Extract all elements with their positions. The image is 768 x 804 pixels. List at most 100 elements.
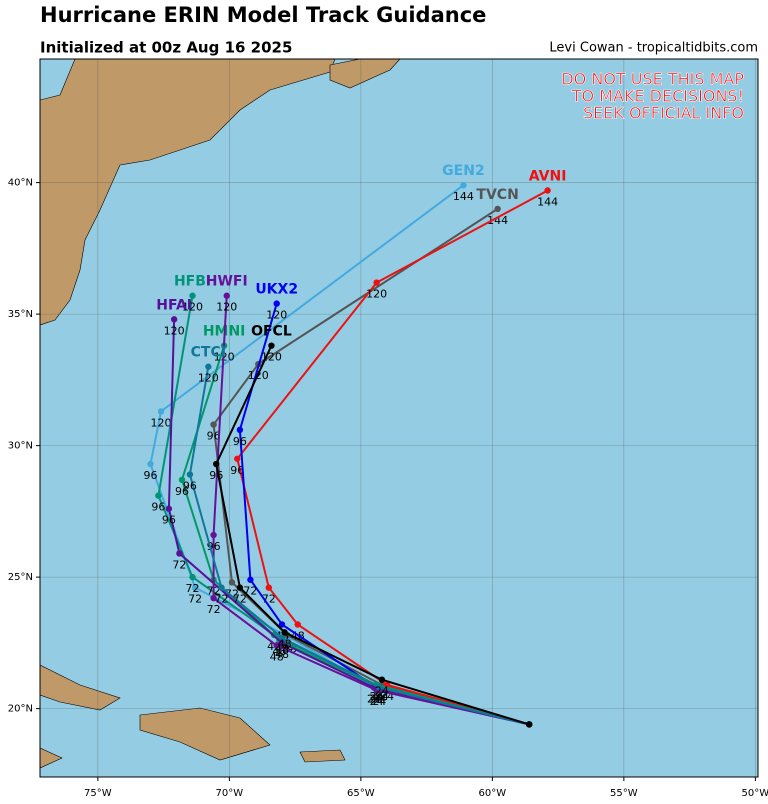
track-point <box>281 629 288 636</box>
chart-subtitle: Initialized at 00z Aug 16 2025 <box>40 39 292 57</box>
track-point <box>218 584 225 591</box>
track-point <box>210 594 217 602</box>
chart-title: Hurricane ERIN Model Track Guidance <box>40 3 486 27</box>
track-point <box>247 576 254 583</box>
model-label: OFCL <box>251 324 292 340</box>
y-tick-label: 20°N <box>8 704 33 715</box>
tracks: 24487296120144GEN224487296120144TVCN2448… <box>143 163 566 728</box>
track-point <box>378 676 386 683</box>
hour-label: 24 <box>370 695 384 708</box>
model-label: GEN2 <box>442 163 485 179</box>
y-tick-label: 40°N <box>8 178 33 189</box>
hour-label: 120 <box>198 372 219 385</box>
hour-label: 120 <box>164 324 185 337</box>
hour-label: 24 <box>372 693 386 706</box>
track-point <box>165 505 173 512</box>
warning-line: TO MAKE DECISIONS! <box>571 87 744 106</box>
track-point <box>268 342 275 349</box>
x-tick-label: 50°W <box>742 788 768 799</box>
hour-label: 96 <box>143 469 157 482</box>
track-point <box>278 621 286 628</box>
model-label: HFBI <box>174 274 211 290</box>
track-point <box>147 460 154 468</box>
hour-label: 24 <box>370 690 384 703</box>
track-point <box>170 316 178 323</box>
track-point <box>265 584 273 591</box>
track-point <box>178 476 186 484</box>
ocean <box>40 59 758 777</box>
hour-label: 96 <box>162 514 176 527</box>
y-tick-label: 25°N <box>8 572 33 583</box>
hour-label: 72 <box>214 593 228 606</box>
hour-label: 96 <box>175 485 189 498</box>
hour-label: 72 <box>172 558 186 571</box>
hour-label: 48 <box>275 643 289 656</box>
hour-label: 72 <box>233 593 247 606</box>
track-point <box>460 182 467 189</box>
y-tick-label: 30°N <box>8 441 33 452</box>
track-line <box>157 295 530 726</box>
track-point <box>210 421 217 428</box>
track-point <box>278 634 286 641</box>
land <box>40 59 401 769</box>
model-label: HWFI <box>206 274 248 290</box>
hour-label: 24 <box>372 695 386 708</box>
x-tick-label: 65°W <box>347 788 375 799</box>
hour-label: 48 <box>270 650 284 663</box>
hour-label: 144 <box>537 196 558 209</box>
track-point <box>213 460 220 468</box>
track-point <box>236 426 244 434</box>
track-line <box>167 319 530 726</box>
x-tick-label: 75°W <box>84 788 112 799</box>
track-point <box>273 300 280 307</box>
hour-label: 24 <box>367 693 381 706</box>
x-tick-label: 55°W <box>610 788 638 799</box>
model-label: CTCI <box>191 345 226 361</box>
model-label: HFAI <box>156 297 192 313</box>
hour-label: 72 <box>188 593 202 606</box>
warning-line: DO NOT USE THIS MAP <box>561 70 744 89</box>
warning-line: SEEK OFFICIAL INFO <box>583 104 744 123</box>
track-line <box>215 345 530 726</box>
north-america <box>40 59 336 326</box>
track-point <box>236 584 244 591</box>
track-point <box>223 292 230 299</box>
track-point <box>191 584 199 591</box>
track-point <box>210 531 217 539</box>
track-point <box>155 492 162 499</box>
track-point <box>205 363 212 370</box>
model-label: UKX2 <box>255 282 298 298</box>
track-point <box>176 550 183 557</box>
track-point <box>189 292 196 299</box>
hour-label: 96 <box>207 430 221 443</box>
x-tick-label: 60°W <box>479 788 507 799</box>
hour-label: 72 <box>186 582 200 595</box>
hour-label: 120 <box>366 288 387 301</box>
hour-label: 96 <box>230 464 244 477</box>
hour-label: 72 <box>207 603 221 616</box>
hour-label: 96 <box>233 435 247 448</box>
plot-frame <box>39 58 759 778</box>
track-point <box>234 455 241 462</box>
puerto-rico <box>299 749 346 763</box>
grid: 75°W 70°W 65°W 60°W 55°W 50°W 20°N 25°N 30°N 35°N… <box>8 59 768 799</box>
track-point <box>294 621 301 628</box>
nova-scotia <box>329 59 401 89</box>
model-label: TVCN <box>476 187 518 203</box>
credit: Levi Cowan - tropicaltidbits.com <box>549 41 758 56</box>
hour-label: 48 <box>275 648 289 661</box>
track-point <box>189 573 196 581</box>
cuba <box>40 664 121 711</box>
hour-label: 120 <box>216 301 237 314</box>
hour-label: 144 <box>487 214 508 227</box>
track-point <box>228 579 236 586</box>
track-line <box>188 366 530 726</box>
hour-label: 120 <box>266 309 287 322</box>
track-point <box>273 642 280 649</box>
hour-label: 96 <box>183 480 197 493</box>
track-point <box>376 684 383 691</box>
track-line <box>212 295 530 726</box>
hour-label: 120 <box>150 416 171 429</box>
